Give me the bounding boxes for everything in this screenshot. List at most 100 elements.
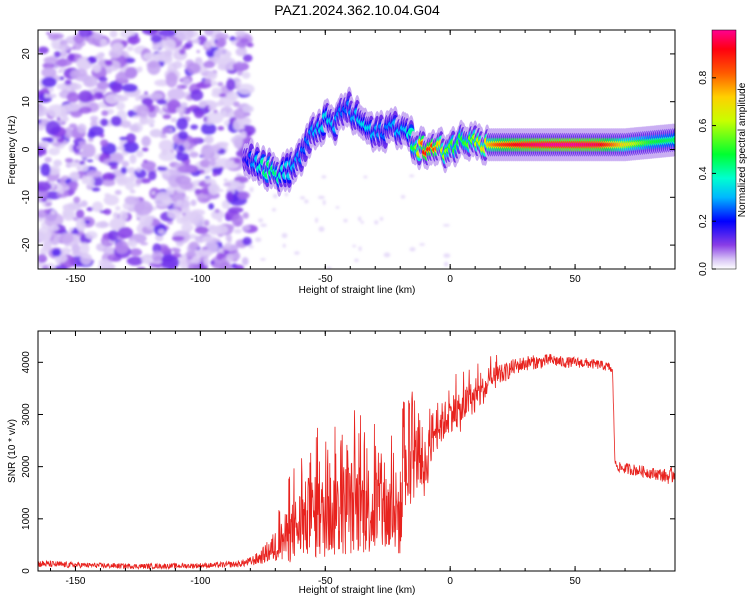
spectrogram-noise-blob [233,157,241,164]
spectrogram-noise-blob [213,224,229,235]
spectrogram-noise-blob [119,136,128,141]
spectrogram-noise-blob [409,174,415,178]
spectrogram-noise-blob [189,151,199,158]
spectrogram-noise-blob [232,214,244,227]
spectrogram-noise-blob [75,209,85,219]
snr-y-tick-label: 3000 [21,403,32,426]
spectrogram-noise-blob [231,180,241,187]
spectrogram-noise-blob [211,87,223,94]
spectrogram-noise-blob [154,194,173,208]
spectrogram-noise-blob [166,186,175,196]
spectrogram-noise-blob [188,241,199,251]
spectrogram-noise-blob [100,139,109,147]
spectrogram-noise-blob [68,123,78,129]
colorbar-tick-label: 0.0 [698,262,709,276]
spectrogram-noise-blob [49,224,60,232]
spectrogram-noise-blob [360,220,364,224]
spectrogram-noise-blob [208,104,216,111]
spectrogram-noise-blob [110,115,122,127]
spectrogram-noise-blob [79,242,90,255]
spectrogram-noise-blob [44,212,64,228]
spectrogram-noise-blob [193,214,205,228]
spectrogram-noise-blob [179,48,186,55]
spectrogram-noise-blob [225,234,232,242]
spectrogram-noise-blob [221,110,228,118]
snr-y-tick-label: 2000 [21,455,32,478]
spectrogram-noise-blob [241,71,251,79]
spectrogram-noise-blob [190,124,199,130]
spectrogram-noise-blob [76,58,91,71]
spectrogram-noise-blob [114,175,131,184]
spectrogram-noise-blob [187,39,193,44]
spectrogram-noise-blob [88,138,94,143]
spectrogram-noise-blob [151,45,159,51]
spectrogram-noise-blob [211,238,221,243]
spectrogram-noise-blob [95,221,109,229]
spectrogram-noise-blob [118,210,129,222]
spectrogram-noise-blob [82,75,98,88]
spectrogram-noise-blob [203,60,215,69]
spectrogram-noise-blob [236,83,255,95]
spectrogram-noise-blob [157,166,168,171]
snr-x-tick-label: 50 [570,576,582,587]
spectrogram-noise-blob [234,30,246,37]
spectrogram-noise-blob [53,159,62,167]
spectrogram-noise-blob [124,196,140,205]
spectrogram-noise-blob [224,242,232,248]
spectrogram-noise-blob [226,78,236,91]
spectrogram-noise-blob [92,63,102,73]
spectrogram-noise-blob [126,256,144,266]
spectrogram-noise-blob [203,78,212,85]
spectrogram-noise-blob [50,209,56,215]
spectrogram-noise-blob [215,32,229,41]
spectrogram-noise-blob [44,156,52,163]
spectrogram-noise-blob [335,206,340,209]
spectrogram-noise-blob [241,225,251,231]
spectrogram-noise-blob [87,32,93,36]
spectrogram-noise-blob [352,244,357,248]
spectrogram-noise-blob [194,226,209,235]
spectrogram-noise-blob [108,48,122,59]
spectrogram-noise-blob [110,83,123,93]
spectrogram-noise-blob [58,44,70,52]
spectrogram-noise-blob [114,240,129,254]
spectrogram-noise-blob [180,254,187,259]
spectrogram-noise-blob [191,137,200,143]
spectrogram-noise-blob [177,164,196,174]
spectrogram-noise-blob [109,30,118,38]
spectrogram-noise-blob [358,246,362,252]
spectrogram-noise-blob [179,181,194,191]
spectrogram-noise-blob [129,248,143,257]
spectrogram-noise-blob [282,243,286,248]
spectrogram-noise-blob [354,258,359,263]
spectrogram-noise-blob [124,66,138,79]
snr-series-line [38,353,675,570]
spectrogram-noise-blob [176,84,188,90]
spectrogram-noise-blob [140,178,151,184]
spectrogram-noise-blob [304,199,309,204]
spectrogram-noise-blob [161,127,171,134]
spectrogram-noise-blob [203,257,210,266]
spectrogram-noise-blob [106,108,114,115]
spectrogram-noise-blob [121,160,130,168]
spectrogram-noise-blob [221,200,231,209]
spectrogram-noise-blob [326,266,332,269]
figure-title: PAZ1.2024.362.10.04.G04 [274,2,440,18]
spectrogram-noise-blob [81,149,89,158]
spectrogram-noise-blob [79,106,92,114]
colorbar-gradient [711,29,737,270]
spectrogram-noise-blob [383,252,391,258]
spectrogram-noise-blob [162,39,176,51]
spectrogram-noise-blob [115,102,126,111]
spectrogram-noise-blob [77,123,87,134]
spectrogram-noise-blob [147,60,161,75]
spectrogram-noise-blob [235,47,247,57]
spectrogram-noise-blob [43,208,52,213]
spectrogram-noise-blob [38,145,47,156]
spectrogram-noise-blob [111,42,124,50]
spectrogram-noise-blob [141,30,158,35]
spectrogram-noise-blob [198,249,213,258]
